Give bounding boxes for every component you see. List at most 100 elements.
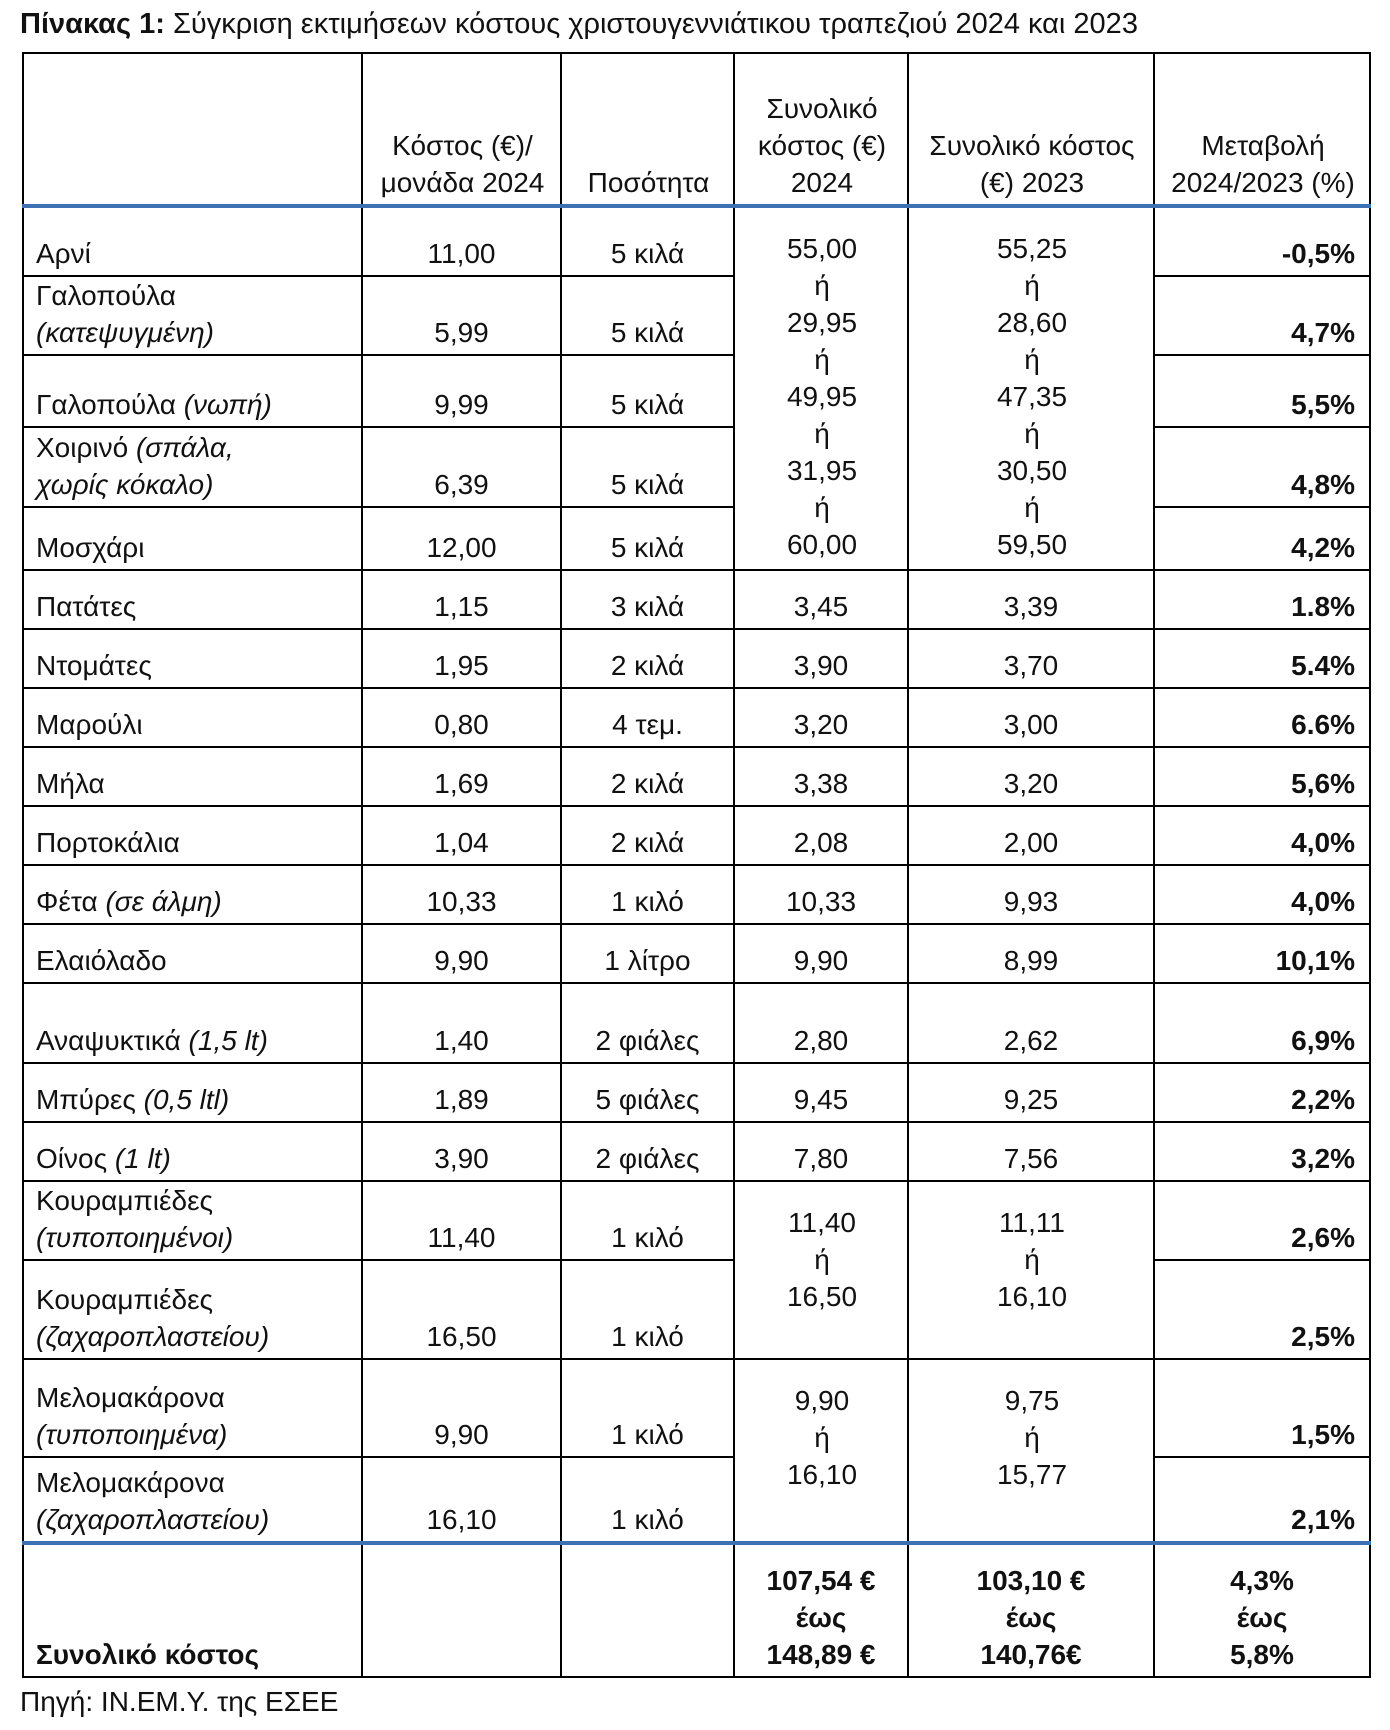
item-name: Μοσχάρι [22,506,363,571]
or-word: ή [1024,1422,1040,1453]
or-word: ή [814,418,830,449]
total-value: 15,77 [996,1459,1068,1490]
item: Μαρούλι [36,709,143,740]
item-row: Χοιρινό (σπάλα, χωρίς κόκαλο) 6,39 5 κιλά 4… [22,426,1371,508]
or-word: ή [814,492,830,523]
item-note: (σπάλα, χωρίς κόκαλο) [36,432,234,500]
change: 3,2% [1153,1121,1371,1182]
or-word: ή [814,1244,830,1275]
quantity: 3 κιλά [560,569,735,630]
quantity: 5 φιάλες [560,1062,735,1123]
total-row: Συνολικό κόστος 107,54 € έως 148,89 € 103,10… [22,1541,1371,1678]
change: 2,6% [1153,1180,1371,1261]
total-value: 47,35 [996,381,1068,412]
unit-cost: 9,99 [361,354,562,428]
total-2023: 2,00 [907,805,1155,866]
total-2023: 2,62 [907,982,1155,1064]
range-from: 103,10 € [976,1565,1086,1596]
quantity: 1 κιλό [560,1180,735,1261]
quantity: 1 κιλό [560,1358,735,1458]
change: 4,7% [1153,275,1371,356]
unit-cost: 11,00 [361,205,562,277]
range-from: 4,3% [1230,1565,1294,1596]
item-note: (ζαχαροπλαστείου) [36,1321,270,1352]
header-cell: Μεταβολή 2024/2023 (%) [1153,52,1371,208]
item-name: Μαρούλι [22,687,363,748]
total-value: 49,95 [786,381,858,412]
merged-total-cell: 55,25 ή 28,60 ή 47,35 ή 30,50 ή 59,50 [907,205,1155,571]
item-row: Μοσχάρι 12,00 5 κιλά 4,2% [22,506,1371,571]
total-2024: 3,20 [733,687,909,748]
range-from: 107,54 € [766,1565,876,1596]
item-row: Ελαιόλαδο 9,90 1 λίτρο 9,90 8,99 10,1% [22,923,1371,984]
item: Ελαιόλαδο [36,945,167,976]
change: 1.8% [1153,569,1371,630]
item-name: Οίνος (1 lt) [22,1121,363,1182]
item-name: Μελομακάρονα (ζαχαροπλαστείου) [22,1456,363,1544]
item-name: Πατάτες [22,569,363,630]
or-word: ή [1024,344,1040,375]
item: Μπύρες [36,1084,136,1115]
item: Κουραμπιέδες [36,1284,214,1315]
unit-cost: 10,33 [361,864,562,925]
change: 5,6% [1153,746,1371,807]
item-note: (νωπή) [183,389,272,420]
item: Χοιρινό [36,432,129,463]
total-2024: 2,80 [733,982,909,1064]
item-name: Γαλοπούλα (κατεψυγμένη) [22,275,363,356]
item-name: Κουραμπιέδες (ζαχαροπλαστείου) [22,1259,363,1360]
total-2023: 3,00 [907,687,1155,748]
item-row: Μαρούλι 0,80 4 τεμ. 3,20 3,00 6.6% [22,687,1371,748]
unit-cost: 16,50 [361,1259,562,1360]
or-word: ή [1024,1244,1040,1275]
total-value: 16,10 [786,1459,858,1490]
title-label: Πίνακας 1: [20,8,165,40]
total-value: 55,25 [996,233,1068,264]
item-note: (τυποποιημένα) [36,1419,228,1450]
item-row: Γαλοπούλα (κατεψυγμένη) 5,99 5 κιλά 4,7% [22,275,1371,356]
item-note: (τυποποιημένοι) [36,1222,234,1253]
item-note: (κατεψυγμένη) [36,317,215,348]
item-row: Μελομακάρονα (τυποποιημένα) 9,90 1 κιλό 9,9… [22,1358,1371,1544]
unit-cost: 1,04 [361,805,562,866]
header-cell: Ποσότητα [560,52,735,208]
empty-cell [560,1541,735,1678]
total-value: 16,10 [996,1281,1068,1312]
item-name: Αρνί [22,205,363,277]
title: Πίνακας 1: Σύγκριση εκτιμήσεων κόστους χ… [20,8,1138,41]
total-value: 60,00 [786,529,858,560]
quantity: 2 φιάλες [560,982,735,1064]
total-value: 55,00 [786,233,858,264]
header-cell: Συνολικό κόστος (€) 2024 [733,52,909,208]
change: 5.4% [1153,628,1371,689]
quantity: 2 φιάλες [560,1121,735,1182]
unit-cost: 1,15 [361,569,562,630]
quantity: 1 κιλό [560,1259,735,1360]
quantity: 2 κιλά [560,805,735,866]
unit-cost: 9,90 [361,923,562,984]
quantity: 5 κιλά [560,354,735,428]
quantity: 5 κιλά [560,275,735,356]
merged-total-cell: 9,75 ή 15,77 [907,1358,1155,1544]
total-2023: 3,20 [907,746,1155,807]
total-2024: 3,90 [733,628,909,689]
or-word: ή [1024,270,1040,301]
item: Αρνί [36,238,91,269]
item: Γαλοπούλα [36,280,176,311]
header-row: Κόστος (€)/ μονάδα 2024 Ποσότητα Συνολικό … [22,52,1371,208]
quantity: 5 κιλά [560,205,735,277]
item: Φέτα [36,886,98,917]
total-2023: 9,93 [907,864,1155,925]
item-name: Ελαιόλαδο [22,923,363,984]
total-value: 59,50 [996,529,1068,560]
item-row: Φέτα (σε άλμη) 10,33 1 κιλό 10,33 9,93 4,0% [22,864,1371,925]
item-row: Οίνος (1 lt) 3,90 2 φιάλες 7,80 7,56 3,2% [22,1121,1371,1182]
total-2024: 2,08 [733,805,909,866]
total-label: Συνολικό κόστος [22,1541,363,1678]
unit-cost: 16,10 [361,1456,562,1544]
item: Ντομάτες [36,650,152,681]
item-row: Πορτοκάλια 1,04 2 κιλά 2,08 2,00 4,0% [22,805,1371,866]
item-name: Πορτοκάλια [22,805,363,866]
item: Γαλοπούλα [36,389,176,420]
total-value: 11,40 [788,1207,856,1238]
